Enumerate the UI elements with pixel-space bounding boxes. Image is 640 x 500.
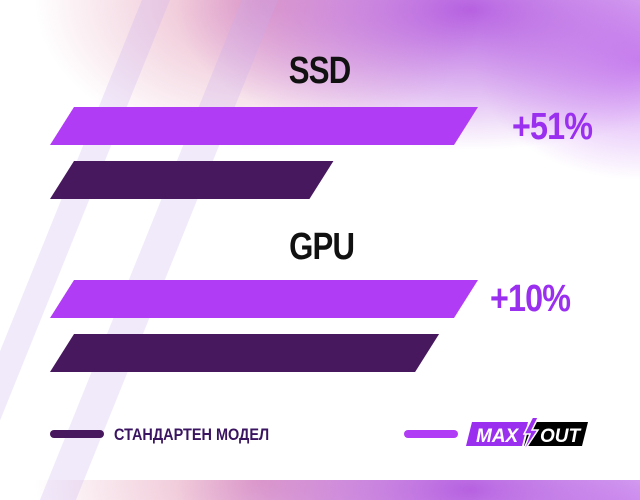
legend-swatch-maxout xyxy=(404,430,458,438)
category-label-ssd: SSD xyxy=(288,50,351,92)
legend-swatch-standard xyxy=(50,430,104,438)
data-label-gpu: +10% xyxy=(490,278,571,320)
bar-chart xyxy=(50,107,478,372)
bar-gpu-maxout xyxy=(50,280,478,318)
bar-gpu-standard xyxy=(50,334,440,372)
maxout-logo: MAX OUT xyxy=(466,418,588,450)
legend-label-standard: СТАНДАРТЕН МОДЕЛ xyxy=(114,425,270,444)
category-label-gpu: GPU xyxy=(289,226,355,268)
data-label-ssd: +51% xyxy=(512,106,593,148)
bar-ssd-maxout xyxy=(50,107,478,145)
logo-text-out: OUT xyxy=(540,426,582,447)
logo-text-max: MAX xyxy=(476,426,520,447)
bar-ssd-standard xyxy=(50,161,334,199)
